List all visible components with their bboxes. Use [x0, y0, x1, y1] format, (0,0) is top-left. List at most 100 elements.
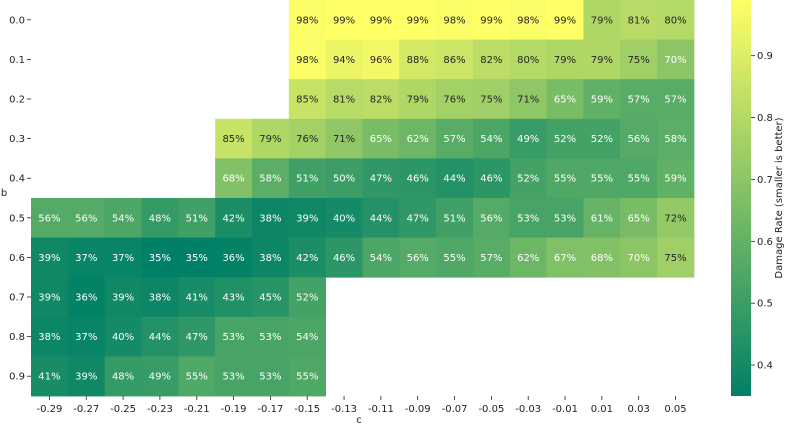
x-axis-label: c — [356, 415, 362, 426]
x-tick-label: -0.23 — [147, 404, 173, 415]
cell-value-label: 40% — [333, 213, 355, 224]
cell-value-label: 98% — [296, 15, 318, 26]
cell-value-label: 51% — [186, 213, 208, 224]
cell-value-label: 41% — [186, 293, 208, 304]
heatmap-cell — [472, 39, 511, 80]
heatmap-cell — [583, 0, 621, 40]
heatmap-cell — [288, 198, 327, 238]
heatmap-cell — [436, 158, 474, 199]
y-tick-label: 0.4 — [9, 174, 25, 185]
y-tick-label: 0.2 — [9, 95, 25, 106]
cell-value-label: 55% — [628, 174, 650, 185]
cell-value-label: 52% — [517, 174, 539, 185]
heatmap-cell — [399, 0, 437, 40]
cell-value-label: 47% — [370, 174, 392, 185]
cell-value-label: 39% — [75, 372, 97, 383]
x-tick-label: -0.05 — [478, 404, 504, 415]
cell-value-label: 82% — [480, 55, 502, 66]
cell-value-label: 76% — [443, 95, 465, 106]
heatmap-cell — [215, 118, 253, 159]
heatmap-cell — [472, 158, 511, 199]
heatmap-cell — [509, 198, 548, 238]
x-tick-label: -0.01 — [552, 404, 578, 415]
cell-value-label: 39% — [38, 293, 60, 304]
cell-value-label: 75% — [628, 55, 650, 66]
cell-value-label: 62% — [517, 253, 539, 264]
cell-value-label: 53% — [259, 372, 281, 383]
cell-value-label: 42% — [222, 213, 244, 224]
colorbar-tick-label: 0.9 — [757, 51, 773, 62]
cell-value-label: 35% — [186, 253, 208, 264]
heatmap-cell — [215, 277, 253, 318]
heatmap-cell — [31, 237, 69, 278]
cell-value-label: 76% — [296, 134, 318, 145]
heatmap-cell — [325, 237, 363, 278]
heatmap-cell — [325, 79, 363, 120]
heatmap-cell — [620, 39, 658, 80]
x-axis: -0.29 -0.27 -0.25 -0.23 -0.21 -0.19 -0.17 -0.15… — [36, 396, 687, 415]
cell-value-label: 62% — [407, 134, 429, 145]
cell-value-label: 54% — [370, 253, 392, 264]
heatmap-cell — [178, 198, 216, 238]
heatmap-cell — [288, 277, 327, 318]
x-tick-label: -0.15 — [294, 404, 320, 415]
heatmap-cell — [215, 198, 253, 238]
cell-value-label: 99% — [370, 15, 392, 26]
heatmap-cell — [104, 237, 142, 278]
cell-value-label: 49% — [517, 134, 539, 145]
heatmap-cell — [620, 198, 658, 238]
heatmap-cell — [399, 158, 437, 199]
cell-value-label: 79% — [591, 15, 613, 26]
y-axis: 0.0 0.1 0.2 0.3 0.4 0.5 0.6 0.7 0.8 0.9 — [9, 15, 31, 383]
heatmap-cell — [288, 237, 327, 278]
y-axis-label: b — [1, 188, 7, 199]
y-tick-label: 0.7 — [9, 293, 25, 304]
cell-value-label: 47% — [407, 213, 429, 224]
cell-value-label: 41% — [38, 372, 60, 383]
cell-value-label: 75% — [480, 95, 502, 106]
cell-value-label: 58% — [259, 174, 281, 185]
x-tick-label: 0.03 — [628, 404, 650, 415]
heatmap-cell — [215, 356, 253, 397]
heatmap-cell — [620, 237, 658, 278]
heatmap-cell — [104, 356, 142, 397]
heatmap-cell — [546, 0, 584, 40]
cell-value-label: 80% — [664, 15, 686, 26]
cell-value-label: 72% — [664, 213, 686, 224]
heatmap-cell — [583, 118, 621, 159]
heatmap-cell — [546, 237, 584, 278]
cell-value-label: 54% — [112, 213, 134, 224]
x-tick-label: -0.17 — [257, 404, 283, 415]
heatmap-cell — [288, 0, 327, 40]
cell-value-label: 54% — [480, 134, 502, 145]
heatmap-cell — [178, 356, 216, 397]
cell-value-label: 53% — [222, 332, 244, 343]
y-tick-label: 0.1 — [9, 55, 25, 66]
cell-value-label: 48% — [149, 213, 171, 224]
cell-value-label: 68% — [591, 253, 613, 264]
x-tick-label: -0.19 — [221, 404, 247, 415]
cell-value-label: 70% — [628, 253, 650, 264]
heatmap-cell — [583, 39, 621, 80]
heatmap-cell — [546, 198, 584, 238]
heatmap-cell — [288, 39, 327, 80]
cell-value-label: 38% — [259, 213, 281, 224]
heatmap-cell — [472, 0, 511, 40]
cell-value-label: 57% — [480, 253, 502, 264]
heatmap-cell — [67, 277, 106, 318]
colorbar-tick-label: 0.7 — [757, 175, 773, 186]
heatmap-cell — [288, 316, 327, 357]
cell-value-label: 39% — [296, 213, 318, 224]
heatmap-cell — [178, 237, 216, 278]
heatmap-cell — [215, 158, 253, 199]
x-tick-label: -0.11 — [368, 404, 394, 415]
cell-value-label: 85% — [296, 95, 318, 106]
heatmap-cell — [104, 277, 142, 318]
heatmap-cell — [104, 198, 142, 238]
cell-value-label: 44% — [370, 213, 392, 224]
cell-value-label: 81% — [628, 15, 650, 26]
cell-value-label: 46% — [407, 174, 429, 185]
heatmap-cell — [436, 118, 474, 159]
x-tick-label: -0.09 — [405, 404, 431, 415]
heatmap-cell — [399, 79, 437, 120]
